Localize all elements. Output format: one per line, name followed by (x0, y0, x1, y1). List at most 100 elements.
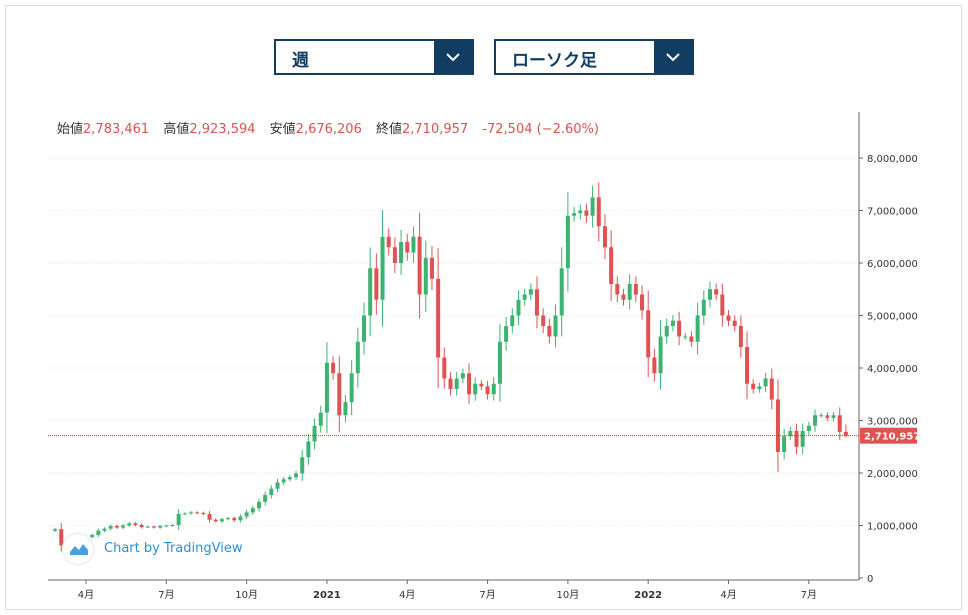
candle-body (534, 289, 539, 316)
tradingview-link[interactable]: Chart by TradingView (104, 541, 243, 556)
candle-body (176, 513, 181, 525)
candle-body (145, 526, 150, 528)
candle-body (640, 294, 645, 311)
candle-body (90, 534, 95, 538)
candle-body (701, 299, 706, 316)
candle-body (763, 378, 768, 387)
x-tick-label: 10月 (235, 589, 258, 601)
candle-body (714, 289, 719, 295)
candle-body (602, 226, 607, 248)
candle-body (664, 326, 669, 337)
period-select[interactable]: 週 (274, 39, 474, 75)
chart-type-select[interactable]: ローソク足 (494, 39, 694, 75)
candle-body (565, 215, 570, 269)
candle-body (213, 519, 218, 522)
candle-body (294, 473, 299, 478)
candle-body (343, 402, 348, 416)
low-value: 2,676,206 (295, 122, 362, 137)
candle-body (497, 341, 502, 384)
candle-body (454, 378, 459, 389)
close-value: 2,710,957 (402, 122, 469, 137)
candle-body (436, 278, 441, 358)
candle-body (683, 336, 688, 338)
candle-body (318, 412, 323, 426)
candle-body (782, 436, 787, 452)
y-tick-label: 2,000,000 (867, 469, 918, 480)
candle-body (479, 383, 484, 387)
candle-body (201, 512, 206, 514)
candle-body (831, 415, 836, 418)
y-tick-label: 5,000,000 (867, 312, 918, 323)
last-price-label: 2,710,957 (864, 432, 920, 443)
x-tick-label: 4月 (720, 589, 736, 601)
candle-body (164, 525, 169, 527)
x-tick-label: 2022 (634, 590, 662, 601)
candle-body (256, 501, 261, 509)
candle-body (238, 516, 243, 521)
candle-body (170, 524, 175, 526)
candle-body (281, 479, 286, 483)
candle-body (53, 529, 58, 531)
candle-body (825, 415, 830, 418)
candle-body (813, 415, 818, 426)
candle-body (368, 268, 373, 316)
candle-body (158, 526, 163, 528)
candle-body (559, 268, 564, 316)
high-value: 2,923,594 (189, 122, 256, 137)
candle-body (114, 526, 119, 528)
candle-body (108, 526, 113, 529)
candle-body (541, 315, 546, 326)
candle-body (287, 477, 292, 480)
candle-body (578, 210, 583, 214)
candle-body (189, 512, 194, 514)
candle-body (677, 320, 682, 337)
y-tick-label: 7,000,000 (867, 207, 918, 218)
candle-body (460, 373, 465, 379)
candle-body (59, 529, 64, 546)
candle-body (837, 415, 842, 432)
candle-body (374, 268, 379, 300)
candle-body (504, 326, 509, 342)
candle-body (417, 236, 422, 295)
chart-type-select-value: ローソク足 (512, 51, 597, 71)
candle-body (652, 357, 657, 374)
candle-body (590, 197, 595, 216)
candle-body (195, 512, 200, 514)
candle-body (522, 294, 527, 300)
candle-body (788, 431, 793, 437)
x-tick-label: 7月 (801, 589, 817, 601)
candle-body (646, 310, 651, 358)
candle-body (670, 320, 675, 326)
candle-body (392, 247, 397, 263)
candle-body (232, 518, 237, 521)
candle-body (627, 284, 632, 300)
candle-body (429, 257, 434, 279)
candle-body (362, 315, 367, 342)
candle-body (133, 523, 138, 525)
candle-body (399, 242, 404, 263)
candle-body (485, 386, 490, 395)
candle-body (757, 386, 762, 389)
candle-body (306, 441, 311, 458)
last-price-tag (860, 427, 917, 444)
candle-body (102, 528, 107, 531)
candle-body (380, 236, 385, 300)
candle-body (720, 294, 725, 316)
candle-body (775, 399, 780, 452)
candle-body (769, 378, 774, 400)
candle-body (633, 284, 638, 295)
x-tick-label: 2021 (313, 590, 341, 601)
candle-body (121, 525, 126, 528)
candle-body (411, 236, 416, 253)
candle-body (337, 373, 342, 416)
y-tick-label: 3,000,000 (867, 417, 918, 428)
candle-body (615, 284, 620, 295)
candle-body (794, 431, 799, 447)
candle-body (250, 508, 255, 513)
candle-body (738, 326, 743, 347)
candle-body (467, 373, 472, 395)
candle-body (806, 425, 811, 431)
candle-body (707, 289, 712, 300)
y-tick-label: 6,000,000 (867, 259, 918, 270)
